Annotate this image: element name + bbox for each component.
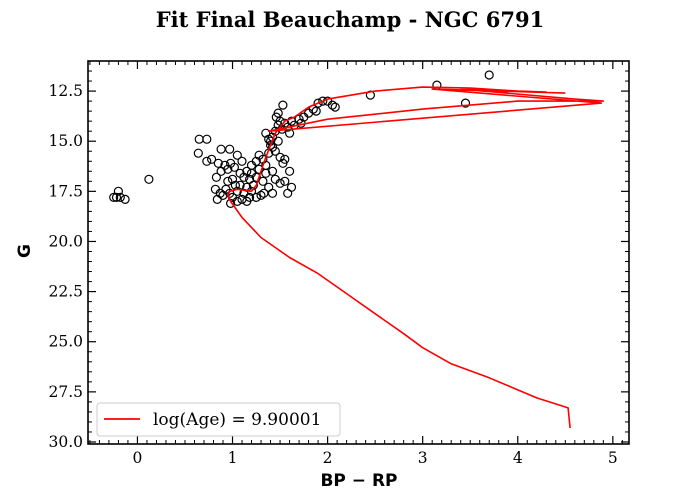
data-point xyxy=(193,148,203,158)
data-point xyxy=(286,182,297,192)
data-point xyxy=(285,166,295,176)
data-point xyxy=(194,134,204,144)
data-point xyxy=(229,162,239,172)
data-point xyxy=(211,172,221,182)
data-point xyxy=(484,70,494,80)
data-point xyxy=(259,188,269,198)
data-point xyxy=(261,128,271,138)
data-point xyxy=(330,102,340,112)
data-point xyxy=(144,174,154,184)
y-tick-label: 12.5 xyxy=(48,82,83,100)
data-point xyxy=(267,142,278,152)
data-point xyxy=(251,172,261,182)
data-point xyxy=(225,144,235,154)
y-tick-label: 22.5 xyxy=(48,283,83,301)
data-point xyxy=(278,100,288,110)
data-point xyxy=(207,154,217,164)
data-point xyxy=(232,150,242,160)
data-point xyxy=(283,188,293,198)
data-point xyxy=(227,174,238,184)
data-point xyxy=(273,108,283,118)
y-tick-label: 25.0 xyxy=(48,333,83,351)
data-point xyxy=(113,186,124,196)
data-point xyxy=(111,192,122,202)
y-tick-label: 15.0 xyxy=(48,132,83,150)
legend-box xyxy=(96,402,341,437)
x-tick-label: 2 xyxy=(323,449,333,467)
x-tick-label: 5 xyxy=(608,449,618,467)
data-point xyxy=(237,156,247,166)
data-point xyxy=(109,192,119,202)
data-point xyxy=(226,198,236,208)
data-point xyxy=(202,134,212,144)
x-tick-label: 0 xyxy=(133,449,143,467)
x-tick-label: 4 xyxy=(513,449,523,467)
data-point xyxy=(280,154,290,164)
data-point xyxy=(256,190,266,200)
y-tick-label: 17.5 xyxy=(48,182,83,200)
chart-title: Fit Final Beauchamp - NGC 6791 xyxy=(156,7,544,32)
data-point xyxy=(115,192,125,202)
data-point xyxy=(202,156,212,166)
data-point xyxy=(318,96,328,106)
data-point xyxy=(254,164,264,174)
data-point xyxy=(251,192,261,202)
data-point xyxy=(460,98,471,108)
legend-label: log(Age) = 9.90001 xyxy=(153,410,321,430)
data-point xyxy=(232,186,242,196)
data-point xyxy=(275,178,285,188)
y-tick-label: 20.0 xyxy=(48,232,83,250)
data-point xyxy=(242,196,252,206)
data-point xyxy=(242,166,252,176)
data-point xyxy=(261,160,271,170)
y-tick-label: 30.0 xyxy=(48,433,83,451)
legend: log(Age) = 9.90001 xyxy=(96,402,341,437)
data-point xyxy=(223,164,233,174)
data-point xyxy=(251,156,261,166)
data-point xyxy=(239,172,249,182)
x-tick-label: 1 xyxy=(228,449,238,467)
data-point xyxy=(273,136,283,146)
data-point xyxy=(267,166,278,176)
data-point xyxy=(267,188,278,198)
y-axis-label: G xyxy=(15,244,35,258)
data-point xyxy=(245,174,255,184)
data-point xyxy=(280,176,290,186)
isochrone-line xyxy=(227,86,605,429)
plot-area xyxy=(109,70,605,429)
plot-frame xyxy=(87,60,630,445)
data-point xyxy=(275,152,285,162)
data-point xyxy=(223,176,233,186)
data-point xyxy=(313,98,323,108)
y-tick-label: 27.5 xyxy=(48,383,83,401)
data-point xyxy=(258,176,268,186)
data-point xyxy=(213,158,223,168)
x-axis-label: BP − RP xyxy=(320,471,397,491)
data-point xyxy=(216,144,226,154)
x-tick-label: 3 xyxy=(418,449,428,467)
data-point xyxy=(232,196,242,206)
data-point xyxy=(120,194,130,204)
